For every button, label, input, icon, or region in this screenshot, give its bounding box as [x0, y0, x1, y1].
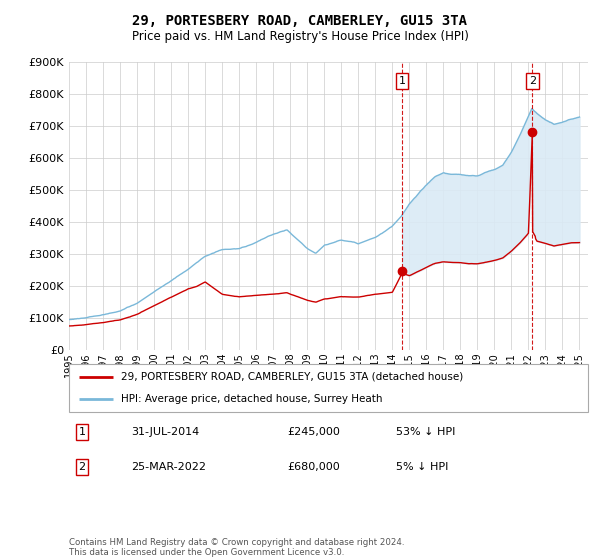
Text: HPI: Average price, detached house, Surrey Heath: HPI: Average price, detached house, Surr…: [121, 394, 382, 404]
Text: £245,000: £245,000: [287, 427, 340, 437]
Text: 5% ↓ HPI: 5% ↓ HPI: [396, 462, 448, 472]
Text: 2: 2: [79, 462, 86, 472]
Text: 31-JUL-2014: 31-JUL-2014: [131, 427, 200, 437]
Text: 53% ↓ HPI: 53% ↓ HPI: [396, 427, 455, 437]
Text: Price paid vs. HM Land Registry's House Price Index (HPI): Price paid vs. HM Land Registry's House …: [131, 30, 469, 43]
Text: 1: 1: [398, 76, 406, 86]
Text: 29, PORTESBERY ROAD, CAMBERLEY, GU15 3TA (detached house): 29, PORTESBERY ROAD, CAMBERLEY, GU15 3TA…: [121, 372, 463, 382]
FancyBboxPatch shape: [69, 364, 588, 412]
Text: Contains HM Land Registry data © Crown copyright and database right 2024.
This d: Contains HM Land Registry data © Crown c…: [69, 538, 404, 557]
Text: 29, PORTESBERY ROAD, CAMBERLEY, GU15 3TA: 29, PORTESBERY ROAD, CAMBERLEY, GU15 3TA: [133, 14, 467, 28]
Text: 25-MAR-2022: 25-MAR-2022: [131, 462, 206, 472]
Text: £680,000: £680,000: [287, 462, 340, 472]
Text: 2: 2: [529, 76, 536, 86]
Text: 1: 1: [79, 427, 85, 437]
